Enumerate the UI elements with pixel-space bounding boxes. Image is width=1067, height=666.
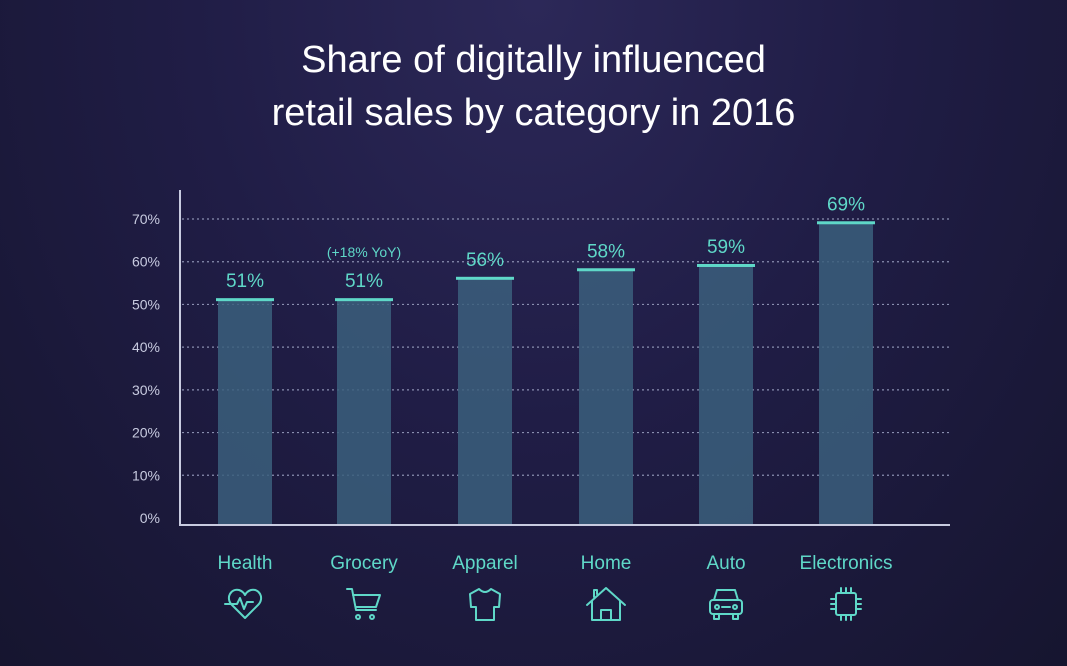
y-tick-label: 40%	[132, 339, 160, 355]
x-tick-label: Electronics	[800, 553, 893, 574]
bar-cap	[697, 263, 755, 267]
bar-cap	[817, 221, 875, 225]
y-tick-label: 60%	[132, 254, 160, 270]
bar-cap	[456, 276, 514, 280]
y-tick-label: 30%	[132, 382, 160, 398]
bar-cap	[216, 298, 274, 302]
bar	[819, 223, 873, 525]
x-tick-label: Home	[581, 553, 632, 574]
bar-cap	[335, 298, 393, 302]
title-line-1: Share of digitally influenced	[301, 39, 766, 81]
bar	[218, 300, 272, 525]
bar	[458, 278, 512, 525]
data-label: 69%	[827, 194, 865, 215]
bar	[699, 265, 753, 525]
y-tick-label: 20%	[132, 425, 160, 441]
heart-pulse-icon	[224, 588, 262, 619]
bar	[337, 300, 391, 525]
title-line-2: retail sales by category in 2016	[271, 92, 796, 134]
x-tick-label: Health	[218, 553, 273, 574]
annotation: (+18% YoY)	[327, 244, 401, 260]
x-tick-label: Grocery	[330, 553, 398, 574]
data-label: 58%	[587, 241, 625, 262]
data-label: 59%	[707, 237, 745, 258]
shopping-cart-icon	[346, 588, 381, 620]
bar-cap	[577, 268, 635, 272]
data-label: 51%	[345, 271, 383, 292]
chart-title: Share of digitally influenced retail sale…	[0, 34, 1067, 140]
y-tick-label: 10%	[132, 467, 160, 483]
car-icon	[709, 589, 743, 620]
x-tick-label: Apparel	[452, 553, 518, 574]
bar	[579, 270, 633, 525]
microchip-icon	[830, 587, 862, 621]
shirt-icon	[469, 588, 501, 621]
y-tick-label: 70%	[132, 211, 160, 227]
y-tick-label: 0%	[140, 510, 160, 526]
house-icon	[586, 587, 626, 621]
y-tick-label: 50%	[132, 296, 160, 312]
x-tick-label: Auto	[706, 553, 745, 574]
data-label: 56%	[466, 250, 504, 271]
data-label: 51%	[226, 271, 264, 292]
